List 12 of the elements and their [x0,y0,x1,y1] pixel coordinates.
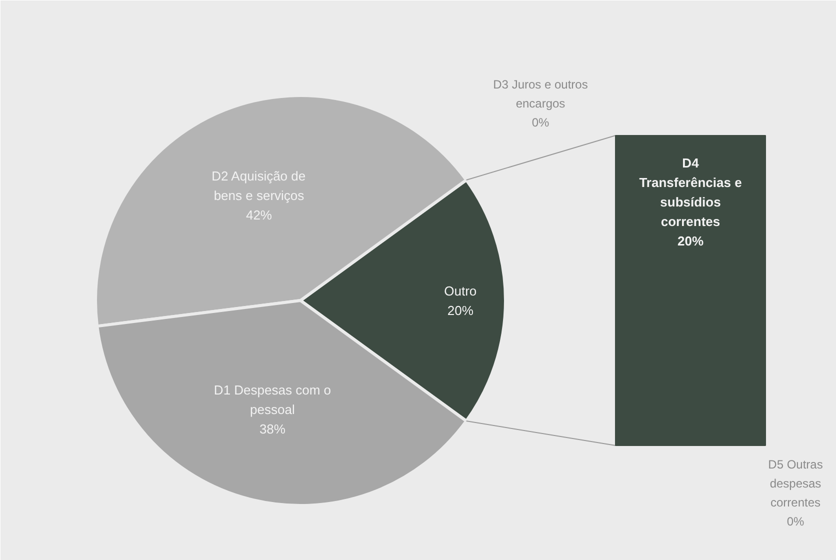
category-label: D3 Juros e outros encargos [493,78,588,110]
slice-label: D1 Despesas com o pessoal [214,382,331,418]
category-label: D4 Transferências e subsídios correntes [639,156,742,229]
slice-label: D2 Aquisição de bens e serviços [212,168,306,204]
data-label: 20% [677,234,704,248]
data-label: 0% [786,514,804,528]
data-label: 38% [259,422,286,437]
data-label: 42% [246,208,272,223]
data-label: 0% [532,116,550,130]
category-label: D5 Outras despesas correntes [768,458,823,510]
slice-label: Outro [444,283,477,298]
data-label: 20% [447,302,474,318]
